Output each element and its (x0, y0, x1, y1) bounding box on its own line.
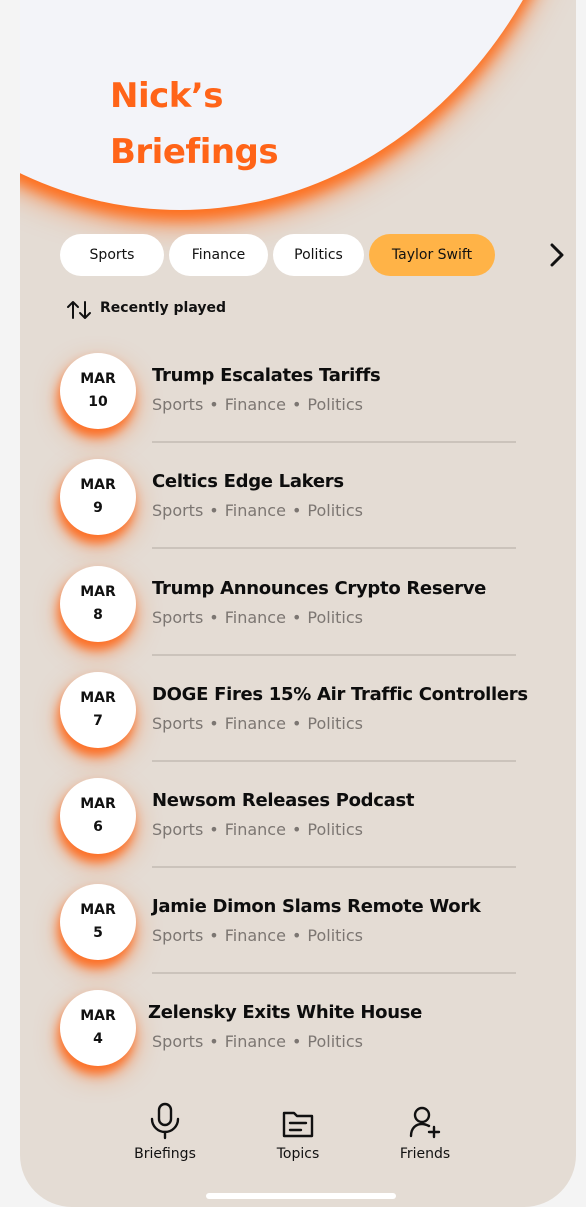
tag: Finance (224, 820, 286, 839)
document-icon (282, 1111, 314, 1138)
tag: Politics (307, 714, 363, 733)
tag: Finance (224, 1032, 286, 1051)
tag: Finance (224, 608, 286, 627)
tag: Sports (152, 926, 204, 945)
briefing-title: Trump Escalates Tariffs (152, 365, 381, 386)
tag: Sports (152, 820, 204, 839)
briefing-tags: Sports • Finance • Politics (152, 714, 363, 733)
briefing-tags: Sports • Finance • Politics (152, 608, 363, 627)
tag: Finance (224, 714, 286, 733)
briefing-item[interactable]: MAR 4 Zelensky Exits White House Sports •… (20, 990, 576, 1096)
tag: Politics (307, 820, 363, 839)
tag: Sports (152, 501, 204, 520)
tag: Politics (307, 1032, 363, 1051)
date-badge: MAR 10 (60, 353, 136, 429)
date-day: 7 (93, 713, 103, 729)
tag: Politics (307, 395, 363, 414)
nav-friends[interactable]: Friends (375, 1102, 475, 1162)
briefing-title: Jamie Dimon Slams Remote Work (152, 896, 481, 917)
divider (152, 441, 516, 443)
nav-label: Topics (276, 1146, 320, 1162)
sort-arrows-icon (67, 301, 91, 319)
page-title-line2: Briefings (110, 132, 279, 172)
divider (152, 972, 516, 974)
briefing-title: DOGE Fires 15% Air Traffic Controllers (152, 684, 528, 705)
briefing-title: Trump Announces Crypto Reserve (152, 578, 487, 599)
date-day: 4 (93, 1031, 103, 1047)
date-badge: MAR 6 (60, 778, 136, 854)
nav-briefings[interactable]: Briefings (115, 1102, 215, 1162)
microphone-icon (150, 1102, 180, 1140)
chip-finance[interactable]: Finance (169, 234, 268, 276)
date-day: 9 (93, 500, 103, 516)
date-badge: MAR 4 (60, 990, 136, 1066)
tag: Finance (224, 926, 286, 945)
briefing-tags: Sports • Finance • Politics (152, 1032, 363, 1051)
date-month: MAR (80, 477, 116, 493)
page-title: Nick’s Briefings (110, 68, 279, 180)
tag: Politics (307, 926, 363, 945)
briefing-tags: Sports • Finance • Politics (152, 926, 363, 945)
date-day: 5 (93, 925, 103, 941)
add-friend-icon (409, 1106, 441, 1139)
briefing-title: Celtics Edge Lakers (152, 471, 344, 492)
date-badge: MAR 5 (60, 884, 136, 960)
briefing-item[interactable]: MAR 10 Trump Escalates Tariffs Sports • Fi… (20, 353, 576, 459)
home-indicator[interactable] (206, 1193, 396, 1199)
briefing-title: Zelensky Exits White House (148, 1002, 423, 1023)
briefing-item[interactable]: MAR 5 Jamie Dimon Slams Remote Work Spor… (20, 884, 576, 990)
tag: Sports (152, 714, 204, 733)
briefing-item[interactable]: MAR 8 Trump Announces Crypto Reserve Spo… (20, 566, 576, 672)
nav-topics[interactable]: Topics (248, 1102, 348, 1162)
nav-label: Briefings (134, 1146, 196, 1162)
date-month: MAR (80, 1008, 116, 1024)
tag: Sports (152, 1032, 204, 1051)
briefing-tags: Sports • Finance • Politics (152, 501, 363, 520)
date-day: 10 (88, 394, 108, 410)
header-arc (20, 0, 576, 210)
date-badge: MAR 8 (60, 566, 136, 642)
chip-sports[interactable]: Sports (60, 234, 164, 276)
tag: Politics (307, 501, 363, 520)
briefing-item[interactable]: MAR 6 Newsom Releases Podcast Sports • Fin… (20, 778, 576, 884)
tag: Sports (152, 395, 204, 414)
date-month: MAR (80, 902, 116, 918)
divider (152, 760, 516, 762)
date-month: MAR (80, 796, 116, 812)
tag: Finance (224, 501, 286, 520)
chip-taylor-swift[interactable]: Taylor Swift (369, 234, 495, 276)
tag: Sports (152, 608, 204, 627)
date-day: 6 (93, 819, 103, 835)
nav-label: Friends (399, 1146, 451, 1162)
briefing-tags: Sports • Finance • Politics (152, 395, 363, 414)
tag: Finance (224, 395, 286, 414)
date-month: MAR (80, 690, 116, 706)
chevron-right-icon[interactable] (544, 242, 570, 268)
divider (152, 866, 516, 868)
chip-politics[interactable]: Politics (273, 234, 364, 276)
divider (152, 654, 516, 656)
briefing-title: Newsom Releases Podcast (152, 790, 415, 811)
date-month: MAR (80, 584, 116, 600)
date-day: 8 (93, 607, 103, 623)
briefing-tags: Sports • Finance • Politics (152, 820, 363, 839)
tag: Politics (307, 608, 363, 627)
sort-label: Recently played (100, 300, 227, 316)
topic-filter-bar: Sports Finance Politics Taylor Swift (60, 234, 576, 276)
date-badge: MAR 7 (60, 672, 136, 748)
app-screen: Nick’s Briefings Sports Finance Politics… (20, 0, 576, 1207)
divider (152, 547, 516, 549)
date-month: MAR (80, 371, 116, 387)
briefing-item[interactable]: MAR 9 Celtics Edge Lakers Sports • Finance… (20, 459, 576, 565)
date-badge: MAR 9 (60, 459, 136, 535)
page-title-line1: Nick’s (110, 76, 224, 116)
briefing-item[interactable]: MAR 7 DOGE Fires 15% Air Traffic Control… (20, 672, 576, 778)
